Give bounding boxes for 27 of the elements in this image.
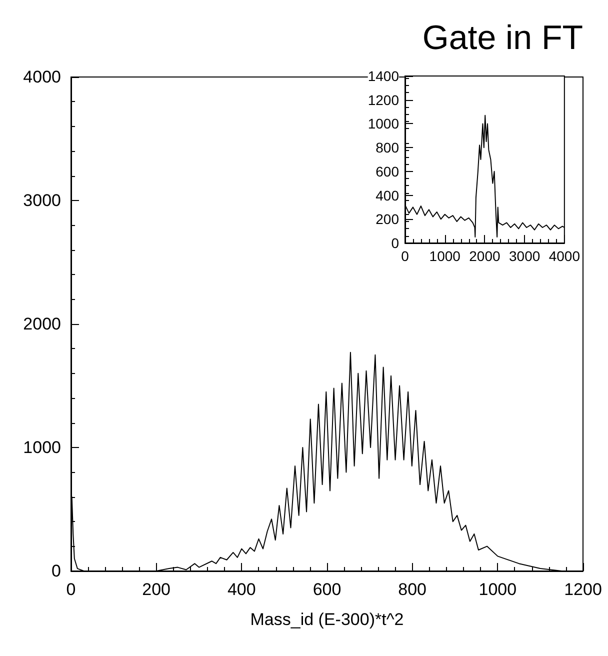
y-tick-label: 3000 xyxy=(23,191,61,210)
chart-title: Gate in FT xyxy=(422,19,584,57)
x-tick-label: 400 xyxy=(227,580,256,599)
x-axis-title: Mass_id (E-300)*t^2 xyxy=(250,610,404,629)
x-tick-label: 3000 xyxy=(508,248,540,264)
y-tick-label: 1000 xyxy=(368,116,400,132)
x-tick-label: 1000 xyxy=(478,580,517,599)
x-tick-label: 200 xyxy=(142,580,171,599)
y-tick-label: 1200 xyxy=(368,92,400,108)
y-tick-label: 200 xyxy=(376,211,400,228)
y-tick-label: 600 xyxy=(376,163,400,180)
y-tick-label: 0 xyxy=(391,235,400,251)
y-tick-label: 2000 xyxy=(23,314,61,334)
y-tick-label: 0 xyxy=(52,562,61,580)
x-tick-label: 1200 xyxy=(564,580,602,599)
x-tick-label: 0 xyxy=(66,580,76,599)
x-tick-label: 600 xyxy=(312,580,342,599)
y-tick-label: 1000 xyxy=(23,438,61,457)
x-tick-label: 1000 xyxy=(429,248,461,264)
x-tick-label: 2000 xyxy=(469,248,500,264)
y-tick-label: 800 xyxy=(376,140,400,156)
y-tick-label: 1400 xyxy=(368,68,400,84)
x-tick-label: 800 xyxy=(398,580,427,599)
y-tick-label: 4000 xyxy=(23,68,61,86)
y-tick-label: 400 xyxy=(376,187,400,204)
x-tick-label: 0 xyxy=(401,248,410,264)
x-tick-label: 4000 xyxy=(548,248,580,264)
